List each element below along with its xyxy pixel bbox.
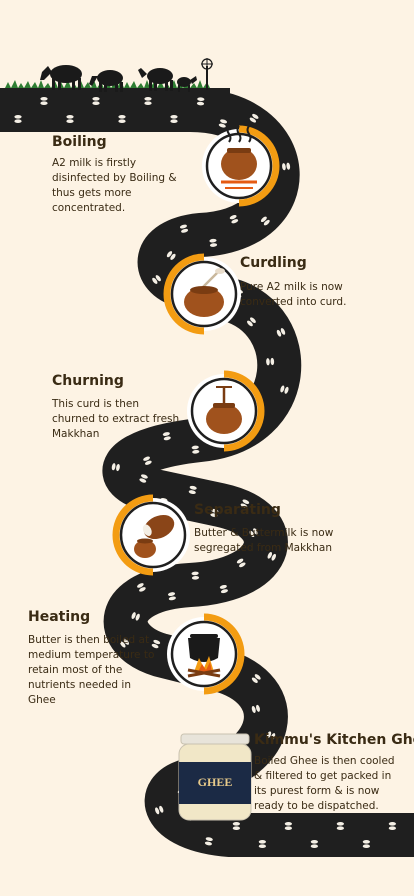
step-title-ghee: Kimmu's Kitchen Ghee	[254, 732, 414, 748]
hoofprint	[204, 837, 213, 846]
hoofprint	[218, 119, 228, 128]
step-title-churning: Churning	[52, 373, 124, 389]
step-desc-separating: Butter & Buttermilk is now segregated fr…	[194, 527, 334, 554]
curdling-badge	[163, 253, 241, 335]
hoofprint	[282, 162, 291, 171]
step-desc-ghee: Boiled Ghee is then cooled & filtered to…	[254, 755, 395, 812]
hoofprint	[191, 445, 200, 454]
step-title-separating: Separating	[194, 502, 281, 518]
hoofprint	[229, 215, 239, 224]
curd-pot-with-spoon-icon	[184, 268, 225, 317]
hoofprint	[40, 97, 48, 105]
hoofprint	[144, 97, 152, 105]
hoofprint	[139, 474, 148, 483]
hoofprint	[111, 463, 120, 472]
hoofprint	[118, 115, 126, 123]
hoofprint	[267, 551, 277, 561]
step-desc-churning: This curd is then churned to extract fre…	[52, 398, 180, 440]
hoofprint	[131, 612, 140, 621]
separating-pots-icon	[134, 514, 175, 558]
hoofprint	[280, 385, 289, 394]
winding-road	[0, 88, 414, 857]
hoofprint	[120, 638, 129, 648]
hoofprint	[336, 822, 344, 830]
step-desc-curdling: Pure A2 milk is now converted into curd.	[240, 281, 347, 308]
hoofprint	[92, 97, 100, 105]
step-desc-heating: Butter is then boiled at medium temperat…	[28, 634, 155, 706]
hoofprint	[167, 592, 176, 601]
hoofprint	[249, 113, 259, 123]
hoofprint	[240, 499, 250, 508]
heating-badge	[167, 613, 245, 695]
hoofprint	[66, 115, 74, 123]
hoofprint	[260, 216, 270, 226]
ghee-jar-icon: GHEE	[178, 733, 252, 821]
hoofprint	[266, 357, 275, 366]
separating-badge	[112, 494, 190, 576]
jar-label: GHEE	[198, 775, 233, 789]
hoofprint	[219, 584, 228, 594]
pot-on-fire-icon	[221, 125, 257, 189]
hoofprint	[251, 704, 260, 714]
hoofprint	[249, 528, 259, 538]
step-desc-boiling: A2 milk is firstly disinfected by Boilin…	[52, 157, 177, 214]
step-title-curdling: Curdling	[240, 255, 307, 271]
boiling-badge	[202, 125, 280, 207]
hoofprint	[196, 97, 205, 106]
hoofprint	[166, 251, 176, 260]
hoofprint	[388, 822, 396, 830]
churning-pot-icon	[206, 386, 242, 434]
hoofprint	[284, 822, 292, 830]
hoofprint	[251, 674, 261, 683]
hoofprint	[236, 558, 246, 568]
step-title-heating: Heating	[28, 609, 91, 625]
hoofprint	[170, 115, 178, 123]
churning-badge	[187, 370, 265, 452]
hoofprint	[310, 840, 318, 848]
hoofprint	[14, 115, 22, 123]
hoofprint	[188, 485, 197, 495]
hoofprint	[137, 583, 146, 592]
hoofprint	[276, 328, 286, 337]
hoofprint	[247, 317, 256, 327]
hoofprint	[151, 639, 161, 649]
hoofprint	[210, 508, 219, 518]
hoofprint	[162, 432, 171, 441]
hoofprint	[209, 238, 218, 247]
cauldron-on-fire-icon	[187, 634, 221, 678]
hoofprint	[143, 456, 152, 465]
hoofprint	[362, 840, 370, 848]
step-title-boiling: Boiling	[52, 134, 107, 150]
cattle-silhouettes-icon	[0, 58, 230, 94]
hoofprint	[266, 731, 276, 740]
hoofprint	[258, 840, 266, 848]
hoofprint	[232, 822, 240, 830]
hoofprint	[179, 224, 189, 233]
hoofprint	[191, 571, 200, 580]
hoofprint	[152, 275, 161, 284]
hoofprint	[155, 805, 164, 815]
